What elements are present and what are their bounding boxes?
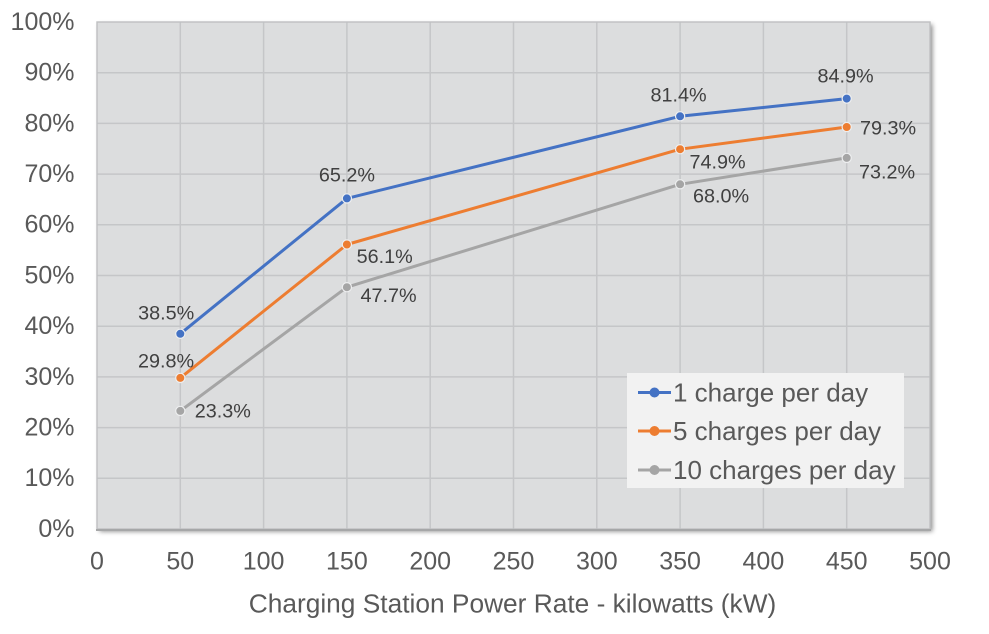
svg-text:50: 50 bbox=[166, 547, 194, 575]
svg-text:500: 500 bbox=[909, 547, 951, 575]
svg-text:0%: 0% bbox=[38, 515, 74, 543]
svg-text:38.5%: 38.5% bbox=[138, 302, 194, 324]
svg-text:5 charges per day: 5 charges per day bbox=[673, 416, 881, 446]
svg-text:68.0%: 68.0% bbox=[693, 186, 749, 208]
svg-text:80%: 80% bbox=[24, 109, 74, 137]
svg-text:0: 0 bbox=[90, 547, 104, 575]
svg-text:79.3%: 79.3% bbox=[860, 118, 916, 140]
svg-text:10 charges per day: 10 charges per day bbox=[673, 455, 896, 485]
svg-text:56.1%: 56.1% bbox=[357, 246, 413, 268]
svg-text:350: 350 bbox=[659, 547, 701, 575]
svg-text:10%: 10% bbox=[24, 464, 74, 492]
svg-text:81.4%: 81.4% bbox=[651, 85, 707, 107]
svg-text:20%: 20% bbox=[24, 414, 74, 442]
svg-text:100: 100 bbox=[243, 547, 285, 575]
svg-text:250: 250 bbox=[493, 547, 535, 575]
svg-text:150: 150 bbox=[326, 547, 368, 575]
svg-text:30%: 30% bbox=[24, 363, 74, 391]
svg-text:40%: 40% bbox=[24, 312, 74, 340]
svg-text:200: 200 bbox=[409, 547, 451, 575]
svg-text:74.9%: 74.9% bbox=[690, 151, 746, 173]
svg-text:73.2%: 73.2% bbox=[859, 161, 915, 183]
svg-text:400: 400 bbox=[743, 547, 785, 575]
svg-text:23.3%: 23.3% bbox=[195, 400, 251, 422]
svg-text:60%: 60% bbox=[24, 211, 74, 239]
svg-text:1 charge per day: 1 charge per day bbox=[673, 378, 868, 408]
svg-text:29.8%: 29.8% bbox=[138, 350, 194, 372]
svg-text:84.9%: 84.9% bbox=[818, 66, 874, 88]
svg-text:47.7%: 47.7% bbox=[361, 285, 417, 307]
svg-text:100%: 100% bbox=[11, 8, 75, 36]
svg-text:300: 300 bbox=[576, 547, 618, 575]
svg-text:Charging Station Power Rate -: Charging Station Power Rate - kilowatts … bbox=[249, 589, 777, 619]
svg-text:70%: 70% bbox=[24, 160, 74, 188]
svg-text:65.2%: 65.2% bbox=[319, 165, 375, 187]
svg-text:450: 450 bbox=[826, 547, 868, 575]
svg-text:50%: 50% bbox=[24, 261, 74, 289]
svg-text:90%: 90% bbox=[24, 59, 74, 87]
